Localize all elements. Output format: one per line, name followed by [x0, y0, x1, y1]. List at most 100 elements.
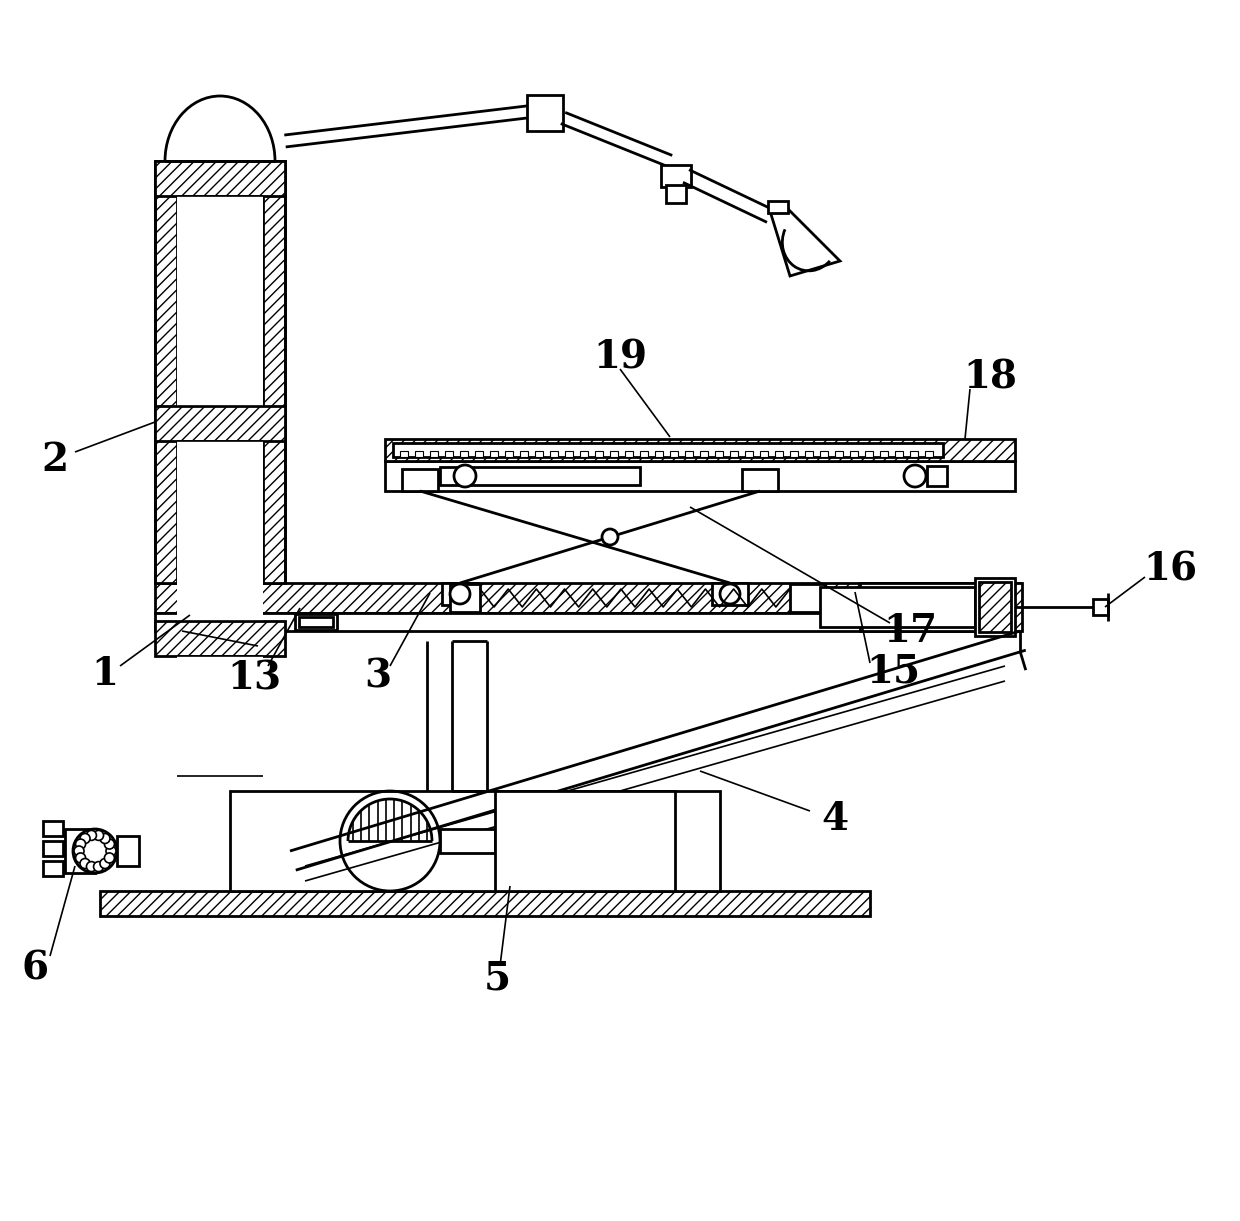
Bar: [925, 451, 932, 457]
Circle shape: [450, 584, 470, 604]
Bar: [415, 451, 423, 457]
Bar: [712, 582, 748, 604]
Bar: [849, 451, 858, 457]
Bar: [490, 451, 498, 457]
Bar: [440, 829, 495, 853]
Bar: [229, 791, 720, 891]
Bar: [742, 469, 777, 491]
Bar: [928, 466, 947, 486]
Circle shape: [100, 858, 110, 868]
Bar: [384, 440, 1016, 462]
Bar: [520, 451, 528, 457]
Circle shape: [81, 858, 91, 868]
Bar: [155, 161, 285, 197]
Bar: [745, 451, 753, 457]
Circle shape: [76, 839, 86, 849]
Bar: [666, 186, 686, 203]
Bar: [655, 451, 663, 457]
Text: 6: 6: [21, 950, 48, 988]
Bar: [730, 451, 738, 457]
Bar: [100, 891, 870, 916]
Text: 4: 4: [821, 800, 848, 838]
Bar: [866, 451, 873, 457]
Bar: [565, 451, 573, 457]
Bar: [64, 829, 95, 873]
Circle shape: [104, 839, 114, 849]
Bar: [980, 582, 1011, 632]
Circle shape: [93, 862, 104, 872]
Bar: [177, 197, 263, 407]
Bar: [401, 451, 408, 457]
Bar: [820, 587, 975, 628]
Bar: [701, 451, 708, 457]
Bar: [177, 441, 263, 621]
Bar: [495, 791, 675, 891]
Circle shape: [76, 853, 86, 863]
Bar: [534, 451, 543, 457]
Bar: [820, 451, 828, 457]
Circle shape: [73, 829, 117, 873]
Circle shape: [105, 846, 117, 856]
Circle shape: [87, 862, 97, 872]
Bar: [835, 451, 843, 457]
Circle shape: [81, 834, 91, 844]
Bar: [295, 614, 337, 630]
Bar: [155, 407, 285, 441]
Bar: [625, 451, 632, 457]
Bar: [441, 582, 477, 604]
Bar: [670, 451, 678, 457]
Bar: [790, 584, 825, 612]
Bar: [595, 451, 603, 457]
Bar: [768, 201, 787, 212]
Bar: [475, 451, 484, 457]
Text: 2: 2: [41, 441, 68, 479]
Bar: [393, 443, 942, 457]
Bar: [263, 161, 285, 582]
Text: 18: 18: [963, 358, 1017, 396]
Bar: [117, 836, 139, 866]
Bar: [760, 451, 768, 457]
Bar: [440, 466, 640, 485]
Bar: [661, 165, 691, 187]
Circle shape: [720, 584, 740, 604]
Bar: [775, 451, 782, 457]
Bar: [910, 451, 918, 457]
Bar: [715, 451, 723, 457]
Text: 5: 5: [484, 958, 511, 998]
Bar: [880, 451, 888, 457]
Bar: [975, 578, 1016, 636]
Bar: [299, 617, 334, 628]
Circle shape: [454, 465, 476, 487]
Circle shape: [93, 830, 104, 840]
Bar: [177, 656, 263, 777]
Bar: [861, 582, 1021, 631]
Circle shape: [87, 830, 97, 840]
Text: 3: 3: [365, 657, 392, 695]
Circle shape: [100, 834, 110, 844]
Bar: [790, 451, 799, 457]
Polygon shape: [770, 206, 839, 276]
Bar: [640, 451, 649, 457]
Bar: [155, 621, 285, 656]
Bar: [450, 584, 480, 612]
Bar: [43, 861, 63, 875]
Text: 19: 19: [593, 338, 647, 376]
Text: 13: 13: [227, 659, 281, 697]
Bar: [551, 451, 558, 457]
Bar: [155, 161, 177, 582]
Bar: [580, 451, 588, 457]
Circle shape: [904, 465, 926, 487]
Circle shape: [601, 529, 618, 545]
Bar: [155, 582, 1021, 613]
Bar: [445, 451, 453, 457]
Bar: [684, 451, 693, 457]
Circle shape: [104, 853, 114, 863]
Bar: [527, 95, 563, 131]
Bar: [402, 469, 438, 491]
Bar: [155, 613, 1021, 631]
Bar: [384, 462, 1016, 491]
Bar: [460, 451, 467, 457]
Bar: [610, 451, 618, 457]
Bar: [805, 451, 813, 457]
Text: 15: 15: [866, 652, 920, 690]
